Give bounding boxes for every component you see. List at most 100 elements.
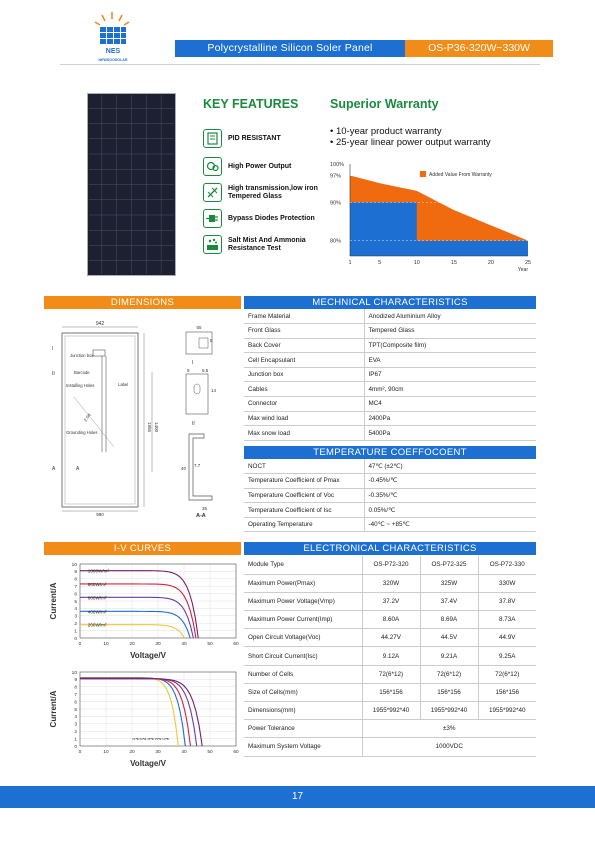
spec-value: 1000VDC — [361, 737, 536, 757]
series-label: 400W/m² — [88, 609, 107, 614]
electrical-table: Module Type OS-P72-320 OS-P72-325 OS-P72-33… — [244, 556, 536, 757]
table-row: Short Circuit Current(Isc) 9.12A 9.21A 9.25… — [244, 646, 536, 666]
header-divider — [60, 64, 540, 65]
spec-label: Module Type — [244, 556, 362, 575]
iv-series-line — [80, 570, 199, 639]
spec-value: IP67 — [363, 367, 536, 383]
iv-series-line — [80, 678, 203, 747]
x-tick-label: 10 — [414, 260, 420, 266]
feature-power: High Power Output — [203, 157, 328, 176]
table-row: Front Glass Tempered Glass — [244, 323, 536, 339]
table-row: Max wind load 2400Pa — [244, 411, 536, 427]
warranty-bullet: • 10-year product warranty — [330, 126, 442, 137]
spec-value: 72(6*12) — [419, 665, 478, 684]
power-icon — [203, 157, 222, 176]
y-tick-label: 1 — [74, 736, 77, 742]
model-badge: OS-P36-320W~330W — [405, 40, 553, 57]
spec-value: -0.45%/℃ — [363, 473, 536, 489]
company-logo: NES NEWSOOSOLAR — [94, 12, 130, 62]
table-row: Maximum Power Current(Imp) 8.60A 8.69A 8.73… — [244, 610, 536, 630]
x-tick-label: 30 — [155, 749, 161, 755]
spec-value: 5400Pa — [363, 425, 536, 441]
spec-value: 156*156 — [477, 683, 536, 703]
table-row: Maximum Power Voltage(Vmp) 37.2V 37.4V 37.8… — [244, 592, 536, 612]
spec-value: 37.4V — [419, 592, 478, 612]
y-tick-label: 0 — [74, 636, 77, 642]
spec-label: Frame Material — [244, 309, 364, 325]
y-tick-label: 2 — [74, 729, 77, 735]
dim-bottom: 990 — [96, 512, 104, 517]
spec-label: Max snow load — [244, 425, 364, 441]
page-number: 17 — [291, 791, 304, 802]
warranty-title: Superior Warranty — [330, 97, 439, 111]
x-tick-label: 50 — [207, 749, 213, 755]
x-tick-label: 20 — [129, 749, 135, 755]
table-row: Module Type OS-P72-320 OS-P72-325 OS-P72-33… — [244, 556, 536, 575]
table-row: Size of Cells(mm) 156*156 156*156 156*156 — [244, 683, 536, 703]
spec-value: -0.35%/℃ — [363, 488, 536, 504]
table-row: Connector MC4 — [244, 396, 536, 412]
spec-value: 44.27V — [361, 628, 420, 648]
feature-pid: PID RESISTANT — [203, 129, 328, 148]
y-tick-label: 8 — [74, 577, 77, 583]
series-label: 600W/m² — [88, 595, 107, 600]
spec-value: TPT(Composite film) — [363, 338, 536, 354]
x-tick-label: 5 — [378, 260, 381, 266]
spec-value: 1955*992*40 — [419, 701, 478, 721]
spec-value: 72(6*12) — [361, 665, 420, 684]
section-title-temperature: TEMPERATURE COEFFOCOENT — [244, 446, 536, 459]
series-label: 200W/m² — [88, 623, 107, 628]
spec-value: OS-P72-325 — [419, 556, 478, 575]
iv-series-line — [80, 677, 179, 747]
spec-value: 47℃ (±2℃) — [363, 459, 536, 475]
y-tick-label: 7 — [74, 584, 77, 590]
spec-value: 4mm², 90cm — [363, 381, 536, 398]
feature-label: Bypass Diodes Protection — [228, 214, 315, 222]
glass-icon — [203, 183, 222, 202]
table-row: Dimensions(mm) 1955*992*40 1955*992*40 1955… — [244, 701, 536, 721]
detail-dim: 55 — [196, 325, 202, 330]
feature-label: Salt Mist And Ammonia Resistance Test — [228, 236, 306, 252]
y-tick-label: 6 — [74, 699, 77, 705]
spec-label: Temperature Coefficient of Voc — [244, 488, 364, 504]
brand-name: NEWSOOSOLAR — [99, 58, 128, 62]
x-tick-label: 0 — [79, 749, 82, 755]
table-row: Temperature Coefficient of Pmax -0.45%/℃ — [244, 473, 536, 489]
spec-label: Front Glass — [244, 323, 364, 339]
y-tick-label: 10 — [72, 670, 78, 676]
plot-frame — [79, 563, 237, 639]
x-tick-label: 25 — [525, 260, 531, 266]
detail-dim: 9 — [187, 368, 190, 373]
section-title-dimensions: DIMENSIONS — [44, 296, 241, 309]
spec-label: Max wind load — [244, 411, 364, 427]
mark-ii: II — [192, 421, 195, 427]
section-aa-label: A-A — [196, 513, 206, 519]
series-label: 1000W/m² — [88, 569, 110, 574]
spec-value: 2400Pa — [363, 411, 536, 427]
spec-value: 8.73A — [477, 610, 536, 630]
x-tick-label: 10 — [103, 749, 109, 755]
table-row: Maximum System Voltage 1000VDC — [244, 737, 536, 757]
barcode-label: Barcode — [74, 370, 90, 375]
junction-box-label: Junction box — [70, 353, 94, 358]
page-title: Polycrystalline Silicon Soler Panel — [207, 42, 373, 54]
y-tick-label: 9 — [74, 677, 77, 683]
iv-series-line — [80, 624, 185, 639]
x-tick-label: 1 — [348, 260, 351, 266]
spec-label: Maximum Power Current(Imp) — [244, 610, 362, 630]
table-row: Number of Cells 72(6*12) 72(6*12) 72(6*12) — [244, 665, 536, 684]
y-tick-label: 9 — [74, 569, 77, 575]
header-bar: Polycrystalline Silicon Soler Panel OS-P… — [175, 40, 553, 57]
table-row: Operating Temperature -40℃ ~ +85℃ — [244, 517, 536, 533]
iv-series-line — [80, 583, 197, 639]
spec-value: 1955*992*40 — [477, 701, 536, 721]
spec-value: OS-P72-330 — [477, 556, 536, 575]
detail-dim: 40 — [181, 466, 187, 471]
temperature-annotation: 74℃ 60℃ 45℃ 25℃ 10℃ — [132, 737, 169, 741]
label-label: Label — [118, 382, 128, 387]
iv-series-line — [80, 596, 194, 639]
spec-value: Anodized Aluminium Alloy — [363, 309, 536, 325]
feature-label: High transmission,low iron Tempered Glas… — [228, 184, 318, 200]
